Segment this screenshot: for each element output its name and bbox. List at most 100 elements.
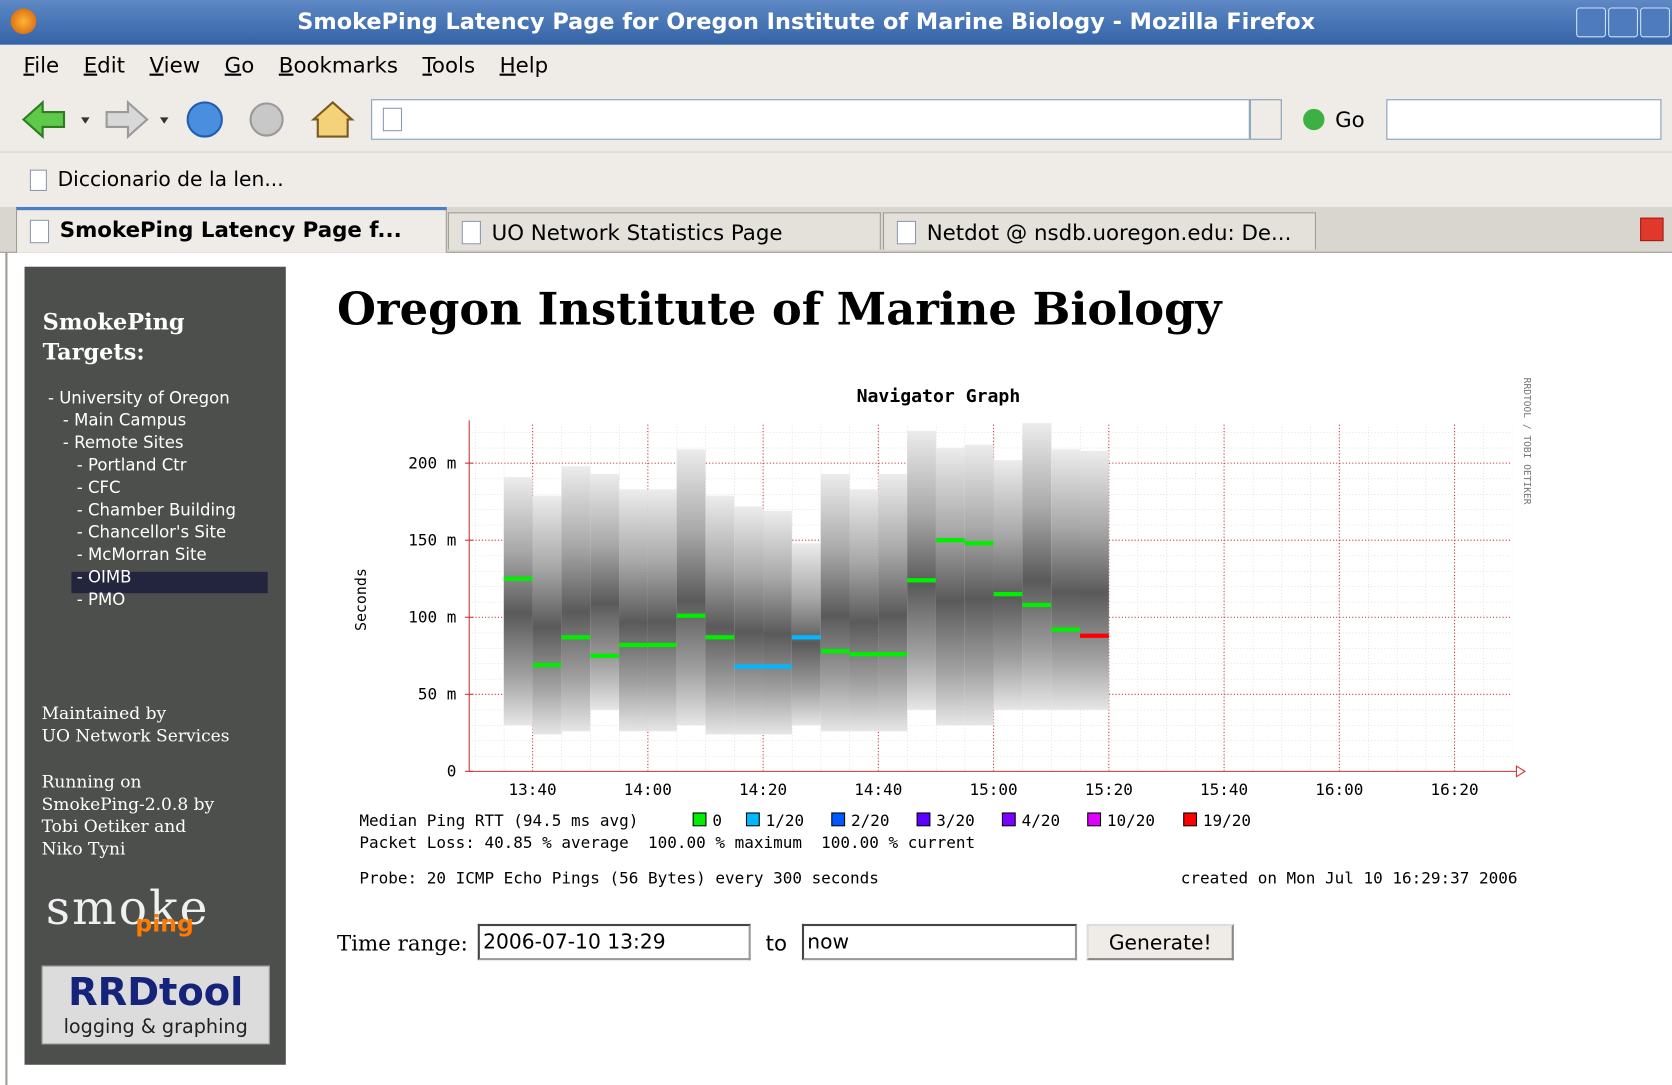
stop-button[interactable] <box>251 103 283 135</box>
menu-item[interactable]: Bookmarks <box>279 52 398 78</box>
y-tick-label: 0 <box>447 762 457 781</box>
bookmark-icon <box>30 169 47 190</box>
y-tick-label: 100 m <box>408 608 456 627</box>
title-bar: SmokePing Latency Page for Oregon Instit… <box>0 0 1672 45</box>
end-input[interactable]: now <box>802 924 1077 960</box>
target-link[interactable]: - CFC <box>77 478 121 497</box>
rrdtool-logo-text: RRDtool <box>43 971 269 1015</box>
generate-button[interactable]: Generate! <box>1087 924 1234 960</box>
target-link[interactable]: - University of Oregon <box>48 388 230 407</box>
x-tick-label: 15:00 <box>970 780 1018 799</box>
median-marker <box>1080 634 1109 638</box>
legend-label: 3/20 <box>936 811 974 830</box>
page-heading: Oregon Institute of Marine Biology <box>337 283 1221 335</box>
target-link[interactable]: - McMorran Site <box>77 545 207 564</box>
tab-icon <box>897 221 916 244</box>
median-marker <box>792 635 821 639</box>
nav-buttons <box>19 96 371 143</box>
back-button[interactable] <box>23 102 64 136</box>
back-dropdown[interactable] <box>81 117 90 123</box>
x-axis-arrow <box>1516 766 1525 777</box>
home-button[interactable] <box>314 102 352 136</box>
x-tick-label: 13:40 <box>509 780 557 799</box>
median-marker <box>878 652 907 656</box>
smoke-band <box>561 466 590 731</box>
median-marker <box>763 664 792 668</box>
tab-title: Netdot @ nsdb.uoregon.edu: De... <box>927 220 1292 246</box>
target-link[interactable]: - Chancellor's Site <box>77 523 226 542</box>
smoke-band <box>936 448 965 725</box>
median-marker <box>561 635 590 639</box>
target-link[interactable]: - OIMB <box>77 568 132 587</box>
smoke-band <box>705 496 734 735</box>
median-marker <box>821 649 850 653</box>
legend-label: 10/20 <box>1107 811 1155 830</box>
median-marker <box>994 592 1023 596</box>
x-tick-label: 15:40 <box>1200 780 1248 799</box>
url-dropdown[interactable] <box>1250 99 1282 140</box>
go-button[interactable]: Go <box>1335 107 1365 133</box>
time-range-form: Time range: 2006-07-10 13:29 to now Gene… <box>337 922 1254 965</box>
legend-label: 0 <box>712 811 722 830</box>
menu-item[interactable]: File <box>23 52 59 78</box>
x-tick-label: 16:00 <box>1315 780 1363 799</box>
frame-border <box>5 253 7 1085</box>
running-line: Tobi Oetiker and <box>42 815 215 837</box>
x-tick-label: 16:20 <box>1430 780 1478 799</box>
target-link[interactable]: - Main Campus <box>63 411 186 430</box>
menu-item[interactable]: Go <box>225 52 255 78</box>
smoke-band <box>533 496 562 735</box>
median-marker <box>590 654 619 658</box>
tab[interactable]: Netdot @ nsdb.uoregon.edu: De... <box>883 212 1316 249</box>
tab-bar: SmokePing Latency Page f... UO Network St… <box>0 207 1672 253</box>
running-line: SmokePing-2.0.8 by <box>42 793 215 815</box>
target-link[interactable]: - Remote Sites <box>63 433 184 452</box>
minimize-button[interactable] <box>1576 7 1606 37</box>
smoke-band <box>821 474 850 731</box>
menu-item[interactable]: View <box>150 52 201 78</box>
target-link[interactable]: - Portland Ctr <box>77 456 187 475</box>
window-title: SmokePing Latency Page for Oregon Instit… <box>0 9 1612 35</box>
legend-label: 4/20 <box>1022 811 1060 830</box>
legend-median: Median Ping RTT (94.5 ms avg) <box>359 811 638 830</box>
forward-dropdown[interactable] <box>160 117 169 123</box>
menu-item[interactable]: Help <box>500 52 549 78</box>
median-marker <box>734 664 763 668</box>
target-link[interactable]: - Chamber Building <box>77 500 236 519</box>
tab[interactable]: UO Network Statistics Page <box>448 212 881 249</box>
maintained-line: Maintained by <box>42 702 230 724</box>
maximize-button[interactable] <box>1608 7 1638 37</box>
target-link[interactable]: - PMO <box>77 590 125 609</box>
menu-items: File Edit View Go Bookmarks Tools Help <box>23 52 572 78</box>
to-label: to <box>766 930 787 956</box>
close-window-button[interactable] <box>1640 7 1670 37</box>
browser-window: SmokePing Latency Page for Oregon Instit… <box>0 0 1672 1085</box>
search-box[interactable] <box>1386 99 1661 140</box>
y-tick-label: 50 m <box>418 685 456 704</box>
smoke-band <box>965 445 994 725</box>
smoke-band <box>1080 451 1109 710</box>
packet-loss: Packet Loss: 40.85 % average 100.00 % ma… <box>359 833 975 852</box>
tab[interactable]: SmokePing Latency Page f... <box>16 207 447 253</box>
close-tab-button[interactable] <box>1640 218 1663 241</box>
tab-title: UO Network Statistics Page <box>492 220 783 246</box>
smoke-band <box>994 460 1023 710</box>
tab-icon <box>30 220 49 243</box>
y-axis-label: Seconds <box>352 568 370 631</box>
bookmark[interactable]: Diccionario de la len... <box>58 168 284 191</box>
legend-swatch <box>746 813 759 826</box>
start-input[interactable]: 2006-07-10 13:29 <box>478 924 751 960</box>
smoke-band <box>504 477 533 725</box>
x-tick-label: 14:20 <box>739 780 787 799</box>
menu-item[interactable]: Tools <box>423 52 476 78</box>
smoke-band <box>850 489 879 731</box>
smoke-band <box>619 489 648 731</box>
smoke-band <box>677 449 706 725</box>
menu-item[interactable]: Edit <box>84 52 125 78</box>
url-bar[interactable] <box>371 99 1250 140</box>
forward-button[interactable] <box>107 102 148 136</box>
go-icon[interactable] <box>1303 109 1324 130</box>
reload-button[interactable] <box>188 102 222 136</box>
median-marker <box>504 577 533 581</box>
